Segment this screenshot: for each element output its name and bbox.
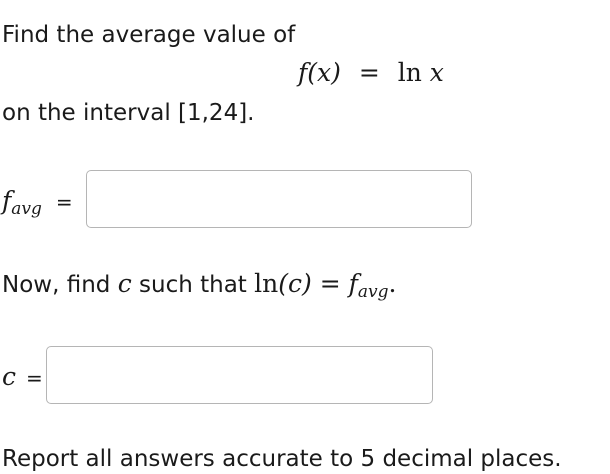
part2-eq: =: [311, 269, 349, 298]
c-label: c =: [2, 362, 43, 391]
intro-text: Find the average value of: [2, 22, 296, 48]
favg-label: favg =: [2, 186, 73, 219]
function-formula: f(x) = ln x: [298, 58, 444, 87]
favg-f: f: [2, 186, 12, 215]
part2-sub: avg: [357, 282, 389, 302]
part2-text2: such that: [131, 272, 255, 298]
part2-fn: ln: [254, 269, 279, 298]
formula-eq: =: [358, 58, 380, 87]
formula-var: x: [429, 58, 444, 87]
favg-sub: avg: [11, 199, 42, 219]
part2-f: f: [348, 269, 358, 298]
favg-eq: =: [55, 190, 73, 214]
interval-text: on the interval [1,24].: [2, 100, 255, 126]
formula-fn: ln: [397, 58, 422, 87]
footer-note: Report all answers accurate to 5 decimal…: [2, 446, 562, 472]
part2-text1: Now, find: [2, 272, 118, 298]
c-eq: =: [25, 366, 43, 390]
part2-text: Now, find c such that ln(c) = favg.: [2, 269, 397, 302]
part2-var: c: [117, 269, 132, 298]
c-var: c: [2, 362, 17, 391]
part2-end: .: [388, 269, 397, 298]
favg-input[interactable]: [86, 170, 472, 228]
formula-lhs: f(x): [298, 58, 341, 87]
c-input[interactable]: [46, 346, 433, 404]
part2-arg: (c): [278, 269, 312, 298]
